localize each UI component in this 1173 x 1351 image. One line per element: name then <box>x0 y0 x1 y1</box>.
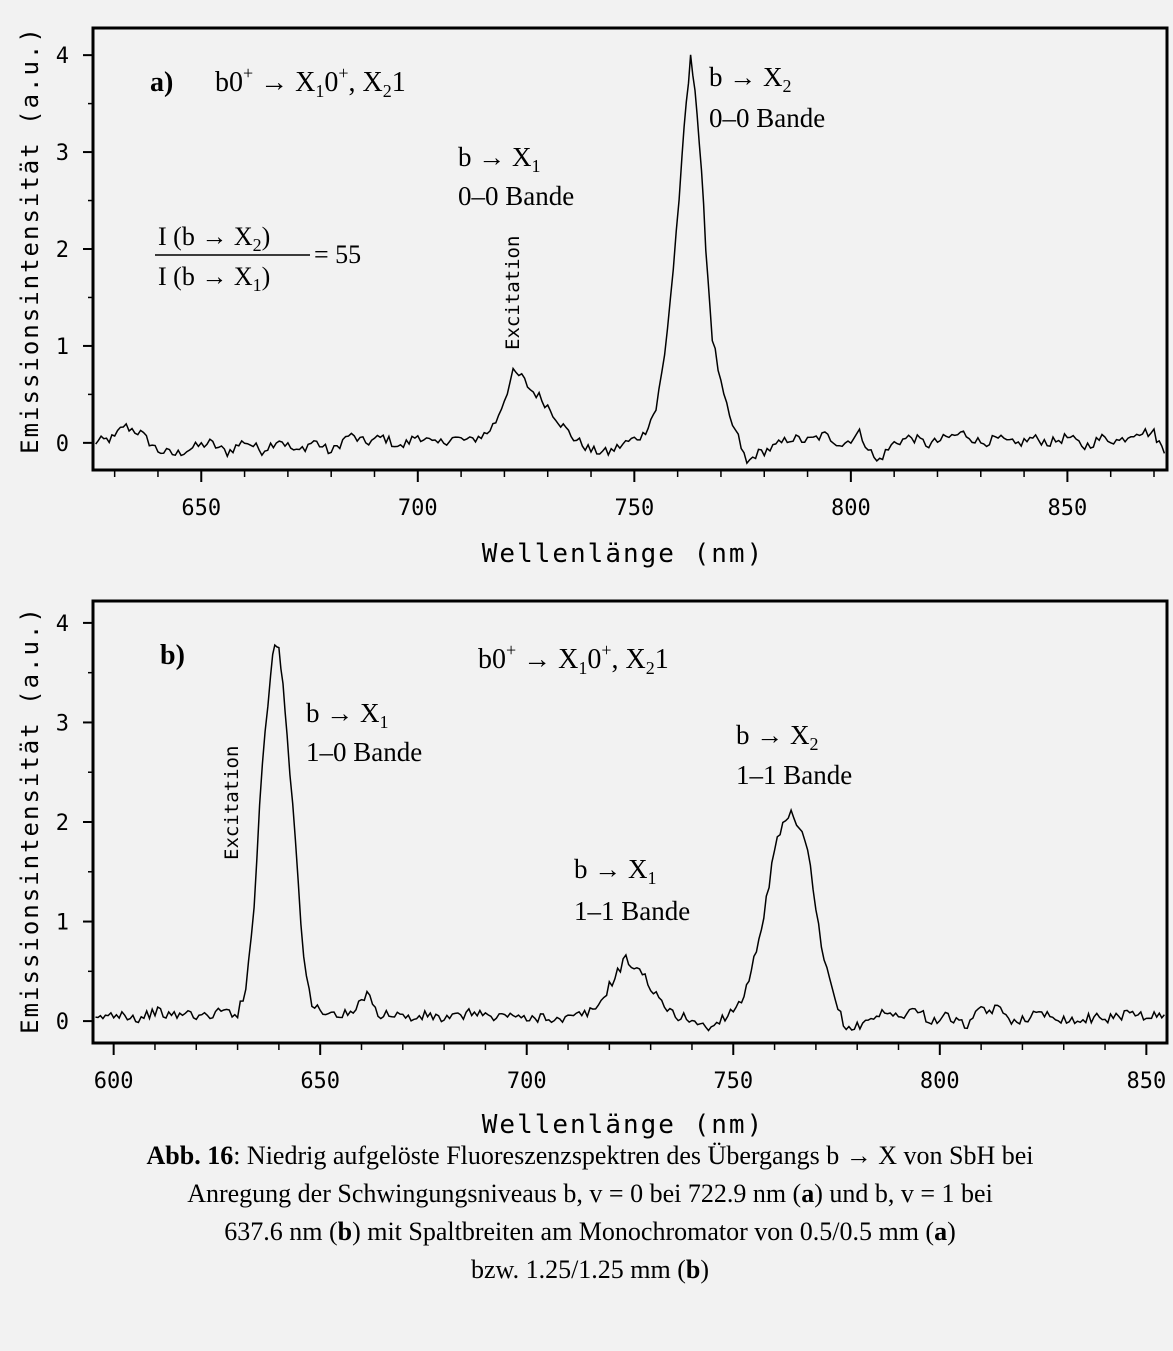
x-tick-label: 850 <box>1126 1069 1166 1094</box>
x-tick-label: 800 <box>920 1069 960 1094</box>
caption-line-3-mid: ) mit Spaltbreiten am Monochromator von … <box>352 1217 935 1246</box>
panel-b-annotation-b-x1-10: b → X1 1–0 Bande <box>306 698 422 767</box>
x-tick-label: 850 <box>1048 496 1088 521</box>
svg-text:b → X2: b → X2 <box>736 720 819 754</box>
panel-b-annotation-b-x1-11: b → X1 1–1 Bande <box>574 854 690 926</box>
x-tick-label: 600 <box>94 1069 134 1094</box>
panel-b-x-axis-label: Wellenlänge (nm) <box>482 1110 764 1140</box>
panel-a-excitation-label: Excitation <box>502 236 524 350</box>
y-tick-label: 0 <box>56 1010 69 1035</box>
panel-a-spectrum-line <box>95 54 1166 465</box>
x-tick-label: 650 <box>181 496 221 521</box>
caption-label: Abb. 16 <box>146 1141 234 1170</box>
panel-a-panel-label: a) <box>150 67 173 98</box>
y-tick-label: 2 <box>56 811 69 836</box>
caption-line-2-bold: a <box>801 1179 815 1208</box>
x-tick-label: 700 <box>507 1069 547 1094</box>
panel-a-y-axis-label: Emissionsintensität (a.u.) <box>16 26 44 454</box>
panel-a-annotation-b-x1-00: b → X1 0–0 Bande <box>458 142 574 211</box>
caption-line-3: 637.6 nm ( <box>224 1217 338 1246</box>
svg-text:0–0 Bande: 0–0 Bande <box>709 103 825 133</box>
svg-text:b → X2: b → X2 <box>709 62 792 96</box>
x-tick-label: 650 <box>300 1069 340 1094</box>
svg-text:1–1 Bande: 1–1 Bande <box>736 760 852 790</box>
svg-text:= 55: = 55 <box>314 240 361 269</box>
svg-text:1–0 Bande: 1–0 Bande <box>306 737 422 767</box>
panel-b-transition-title: b0+ → X10+, X21 <box>478 640 669 678</box>
panel-b-y-axis-label: Emissionsintensität (a.u.) <box>16 606 44 1034</box>
panel-b-panel-label: b) <box>160 640 185 671</box>
caption-line-3-bold-2: a <box>934 1217 948 1246</box>
caption-line-4: bzw. 1.25/1.25 mm ( <box>470 1255 686 1284</box>
y-tick-label: 3 <box>56 711 69 736</box>
svg-text:b → X1: b → X1 <box>306 698 389 732</box>
panel-b-annotation-b-x2-11: b → X2 1–1 Bande <box>736 720 852 790</box>
panel-a-intensity-ratio: I (b → X2) I (b → X1) = 55 <box>155 222 361 295</box>
x-tick-label: 750 <box>713 1069 753 1094</box>
caption-line-3-bold: b <box>337 1217 353 1246</box>
svg-text:b → X1: b → X1 <box>574 854 657 888</box>
y-tick-label: 1 <box>56 911 69 936</box>
x-tick-label: 700 <box>398 496 438 521</box>
y-tick-label: 3 <box>56 141 69 166</box>
caption-line-4-end: ) <box>700 1255 710 1284</box>
caption-line-4-bold: b <box>685 1255 701 1284</box>
svg-text:I (b → X2): I (b → X2) <box>158 222 270 255</box>
panel-a-x-axis-label: Wellenlänge (nm) <box>482 539 764 569</box>
panel-a: 0 1 2 3 4 650 700 750 800 850 Wellenlänge (nm) E… <box>16 26 1169 569</box>
svg-text:I (b → X1): I (b → X1) <box>158 262 270 295</box>
caption-line-2: Anregung der Schwingungsniveaus b, v = 0… <box>187 1179 802 1208</box>
panel-b: 0 1 2 3 4 600 650 700 750 800 850 Wellenlänge (nm… <box>16 599 1169 1140</box>
caption-line-2-end: ) und b, v = 1 bei <box>814 1179 993 1208</box>
y-tick-label: 4 <box>56 44 69 69</box>
y-tick-label: 1 <box>56 335 69 360</box>
panel-a-annotation-b-x2-00: b → X2 0–0 Bande <box>709 62 825 133</box>
y-tick-label: 0 <box>56 432 69 457</box>
caption-line-1: : Niedrig aufgelöste Fluoreszenzspektren… <box>233 1141 1034 1170</box>
panel-a-transition-title: b0+ → X10+, X21 <box>215 63 406 101</box>
panel-b-spectrum-line <box>95 643 1165 1032</box>
svg-text:0–0 Bande: 0–0 Bande <box>458 181 574 211</box>
x-tick-label: 750 <box>614 496 654 521</box>
x-tick-label: 800 <box>831 496 871 521</box>
svg-text:b → X1: b → X1 <box>458 142 541 176</box>
y-tick-label: 2 <box>56 238 69 263</box>
y-tick-label: 4 <box>56 612 69 637</box>
panel-b-excitation-label: Excitation <box>221 746 243 860</box>
figure-caption: Abb. 16: Niedrig aufgelöste Fluoreszenzs… <box>40 1137 1140 1289</box>
svg-text:1–1 Bande: 1–1 Bande <box>574 896 690 926</box>
caption-line-3-end: ) <box>947 1217 956 1246</box>
